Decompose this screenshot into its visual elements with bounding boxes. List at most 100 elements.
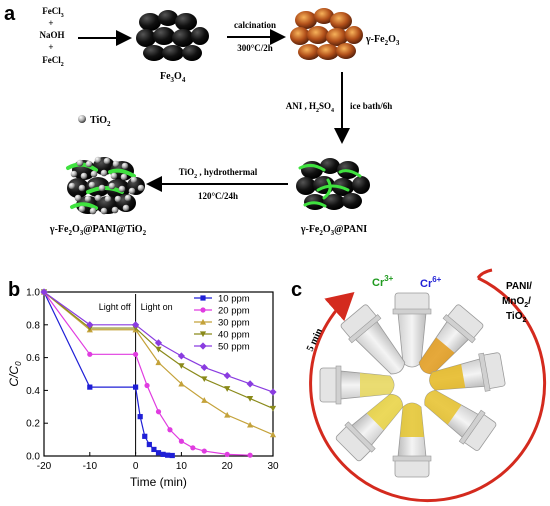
sample-tube [319, 365, 395, 405]
data-point-series-3 [201, 376, 208, 383]
y-tick-label: 0.4 [26, 386, 40, 397]
data-point-series-1 [201, 448, 207, 454]
data-point-series-3 [224, 386, 231, 392]
data-point-series-3 [155, 346, 162, 353]
data-point-series-0 [165, 452, 171, 458]
data-point-series-2 [247, 421, 254, 428]
final-composite-particles [66, 156, 145, 215]
legend-label-2: 30 ppm [218, 318, 250, 329]
kinetics-chart: -20 -10 0 10 20 30 0.0 0.2 0.4 0.6 0.8 1.0 Time (min… [7, 288, 279, 490]
data-point-series-4 [154, 339, 163, 347]
data-point-series-0 [133, 384, 139, 390]
legend-marker-0 [200, 295, 206, 301]
data-point-series-1 [190, 445, 196, 451]
data-point-series-1 [247, 452, 253, 458]
hydrothermal-reagent: TiO2 , hydrothermal [179, 167, 258, 180]
y-axis-label: C/C0 [7, 361, 23, 387]
data-point-series-2 [224, 411, 231, 418]
ani-condition: ice bath/6h [350, 101, 392, 111]
cr6-label: Cr6+ [420, 275, 442, 290]
data-point-series-0 [169, 452, 175, 459]
tio2-legend-bead [78, 115, 86, 123]
data-point-series-1 [224, 451, 230, 457]
reagent-plus-1: + [48, 18, 53, 28]
data-point-series-2 [155, 359, 162, 366]
data-point-series-4 [86, 321, 94, 329]
panel-b: b -20 -10 0 10 20 30 0.0 0.2 0.4 0.6 0.8 1.0 Time (m… [7, 279, 279, 489]
data-point-series-0 [151, 446, 157, 453]
time-label: 5 min [305, 326, 325, 353]
data-point-series-4 [223, 372, 231, 380]
legend-label-0: 10 ppm [218, 294, 250, 305]
sample-tube [418, 304, 484, 375]
panel-a-label: a [4, 3, 16, 25]
y-tick-label: 0.8 [26, 320, 40, 331]
fe3o4-particles [136, 10, 209, 61]
data-point-series-1 [87, 351, 93, 357]
data-point-series-2 [201, 397, 208, 403]
data-point-series-4 [40, 288, 48, 296]
reagent-naoh: NaOH [39, 30, 64, 40]
data-point-series-2 [178, 380, 185, 387]
data-point-series-0 [137, 414, 143, 420]
catalyst-pointer [476, 268, 493, 279]
hydrothermal-condition: 120°C/24h [198, 191, 238, 201]
gamma-fe2o3-label: γ-Fe2O3 [365, 34, 400, 47]
x-tick-label: -10 [83, 461, 98, 472]
data-point-series-0 [87, 384, 93, 390]
sample-tube [424, 389, 497, 451]
data-point-series-2 [269, 431, 277, 438]
data-point-series-0 [146, 441, 152, 448]
data-point-series-4 [200, 363, 208, 372]
legend-label-3: 40 ppm [218, 330, 250, 341]
y-tick-label: 1.0 [26, 288, 40, 299]
x-tick-label: 30 [267, 461, 279, 472]
reaction-ring [309, 276, 547, 503]
sample-tube [429, 352, 506, 392]
svg-text:MnO2/: MnO2/ [502, 296, 531, 309]
data-point-series-3 [269, 405, 277, 412]
sample-tube [392, 292, 432, 368]
calcination-label: calcination [234, 20, 276, 30]
data-point-series-1 [144, 382, 150, 389]
data-point-series-1 [155, 409, 162, 415]
reagent-plus-2: + [48, 42, 53, 52]
final-composite-label: γ-Fe2O3@PANI@TiO2 [49, 224, 147, 237]
y-tick-label: 0.6 [26, 353, 40, 364]
data-point-series-1 [133, 351, 139, 357]
fe3o4-label: Fe3O4 [160, 71, 186, 84]
data-point-series-0 [155, 450, 162, 456]
y-tick-label: 0.2 [26, 419, 40, 430]
legend-label-1: 20 ppm [218, 306, 250, 317]
panel-c: c Cr3+ Cr6+ PANI/ MnO2/ TiO2 5 min [291, 268, 547, 503]
data-point-series-1 [167, 427, 173, 433]
sample-tubes [319, 292, 506, 478]
data-point-series-1 [178, 438, 184, 444]
data-point-series-0 [142, 433, 148, 439]
catalyst-label: PANI/ MnO2/ TiO2 [502, 281, 532, 324]
panel-c-label: c [291, 279, 302, 301]
x-axis-label: Time (min) [130, 475, 187, 489]
svg-text:TiO2: TiO2 [506, 311, 526, 324]
legend-marker-1 [200, 307, 206, 313]
data-point-series-3 [247, 396, 254, 402]
x-tick-label: 10 [176, 461, 188, 472]
panel-b-label: b [8, 279, 20, 301]
reagents-label: FeCl3 + NaOH + FeCl2 [39, 6, 64, 68]
x-tick-label: 20 [222, 461, 234, 472]
light-on-label: Light on [141, 302, 173, 312]
reagent-fecl2: FeCl2 [42, 55, 64, 68]
data-point-series-4 [246, 380, 254, 388]
calcination-condition: 300°C/2h [237, 43, 273, 53]
legend-marker-4 [199, 342, 207, 350]
tio2-legend-label: TiO2 [90, 115, 111, 128]
data-point-series-3 [178, 363, 185, 369]
cr3-label: Cr3+ [372, 274, 394, 289]
legend-label-4: 50 ppm [218, 342, 250, 353]
sample-tube [335, 393, 404, 462]
legend-marker-3 [199, 331, 207, 338]
plot-frame [43, 291, 274, 457]
series-line-0 [43, 291, 173, 457]
sample-tube [340, 304, 406, 375]
reagent-fecl3: FeCl3 [42, 6, 64, 19]
